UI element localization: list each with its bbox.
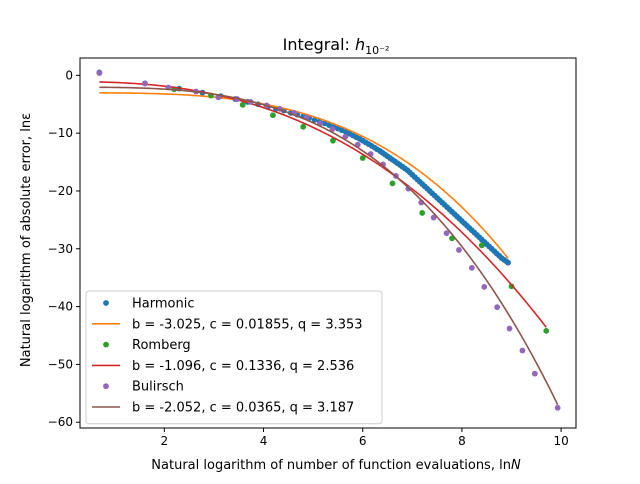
data-point bbox=[506, 325, 513, 332]
data-point bbox=[543, 327, 550, 334]
data-point bbox=[468, 264, 475, 271]
y-tick-label: −50 bbox=[48, 357, 73, 371]
series-points-0 bbox=[96, 69, 511, 266]
data-point bbox=[359, 155, 366, 161]
svg-text:Integral: h10⁻²: Integral: h10⁻² bbox=[283, 35, 390, 57]
y-tick-label: −30 bbox=[48, 242, 73, 256]
y-tick-label: −20 bbox=[48, 184, 73, 198]
series-fit-line-5 bbox=[99, 86, 559, 405]
fit-line bbox=[99, 81, 547, 328]
data-point bbox=[508, 283, 515, 290]
legend: Harmonic b = -3.025, c = 0.01855, q = 3.3… bbox=[85, 290, 383, 425]
data-point bbox=[554, 404, 561, 411]
data-point bbox=[142, 80, 148, 87]
plot-frame bbox=[79, 57, 577, 429]
data-point bbox=[531, 370, 538, 377]
legend-label: b = -1.096, c = 0.1336, q = 2.536 bbox=[132, 359, 354, 374]
chart-title-math: h bbox=[355, 35, 365, 54]
legend-entry: Romberg bbox=[103, 338, 191, 353]
legend-entry: b = -2.052, c = 0.0365, q = 3.187 bbox=[92, 401, 354, 416]
legend-box bbox=[85, 290, 383, 425]
data-point bbox=[389, 180, 396, 187]
data-point bbox=[481, 284, 488, 290]
legend-label: Bulirsch bbox=[132, 380, 184, 395]
legend-point-swatch bbox=[103, 341, 109, 348]
series-layer bbox=[96, 69, 561, 411]
data-point bbox=[430, 214, 437, 221]
data-point bbox=[505, 259, 511, 266]
x-axis-label-var: N bbox=[511, 458, 521, 473]
x-axis-label: Natural logarithm of number of function … bbox=[151, 458, 521, 473]
y-axis-label: Natural logarithm of absolute error, lnε bbox=[19, 113, 34, 367]
legend-label: Harmonic bbox=[132, 297, 194, 312]
data-point bbox=[330, 137, 336, 144]
data-point bbox=[326, 122, 332, 128]
data-point bbox=[311, 116, 318, 123]
y-tick-label: 0 bbox=[65, 68, 73, 82]
legend-point-swatch bbox=[103, 383, 109, 390]
data-point bbox=[380, 161, 386, 168]
data-point bbox=[270, 112, 276, 119]
legend-point-swatch bbox=[103, 300, 109, 306]
data-point bbox=[494, 304, 501, 311]
axes-layer: 2 4 6 8 10 0 −10 −20 −30 −40 −50 −60 bbox=[48, 57, 577, 448]
legend-label: Romberg bbox=[132, 338, 191, 353]
legend-entry: b = -1.096, c = 0.1336, q = 2.536 bbox=[92, 359, 354, 374]
data-point bbox=[96, 70, 103, 76]
x-tick-label: 6 bbox=[359, 434, 367, 448]
x-tick-label: 8 bbox=[458, 434, 466, 448]
chart-title: Integral: h10⁻² bbox=[283, 35, 390, 57]
series-points-2 bbox=[171, 86, 550, 334]
legend-entry: Harmonic bbox=[103, 297, 194, 312]
data-point bbox=[321, 120, 328, 127]
x-tick-label: 4 bbox=[260, 434, 268, 448]
series-fit-line-3 bbox=[99, 81, 547, 328]
fit-line bbox=[99, 86, 559, 405]
data-point bbox=[419, 210, 426, 216]
legend-label: b = -2.052, c = 0.0365, q = 3.187 bbox=[132, 401, 354, 416]
data-point bbox=[478, 242, 485, 249]
data-point bbox=[329, 126, 336, 133]
y-tick-label: −60 bbox=[48, 415, 73, 429]
y-tick-label: −10 bbox=[48, 126, 73, 140]
data-point bbox=[443, 230, 450, 237]
data-point bbox=[456, 247, 462, 253]
legend-entry: Bulirsch bbox=[103, 380, 184, 395]
data-point bbox=[239, 101, 246, 108]
legend-entry: b = -3.025, c = 0.01855, q = 3.353 bbox=[92, 317, 363, 332]
legend-label: b = -3.025, c = 0.01855, q = 3.353 bbox=[132, 317, 363, 332]
series-fit-line-1 bbox=[99, 92, 509, 259]
data-point bbox=[519, 347, 526, 354]
x-tick-label: 10 bbox=[553, 434, 568, 448]
chart-title-subscript: 10⁻² bbox=[365, 44, 389, 57]
fit-line bbox=[99, 92, 509, 259]
x-tick-label: 2 bbox=[160, 434, 168, 448]
y-tick-label: −40 bbox=[48, 300, 73, 314]
data-point bbox=[300, 123, 307, 130]
chart-title-text: Integral: bbox=[283, 35, 355, 54]
x-axis-label-text: Natural logarithm of number of function … bbox=[151, 458, 511, 473]
